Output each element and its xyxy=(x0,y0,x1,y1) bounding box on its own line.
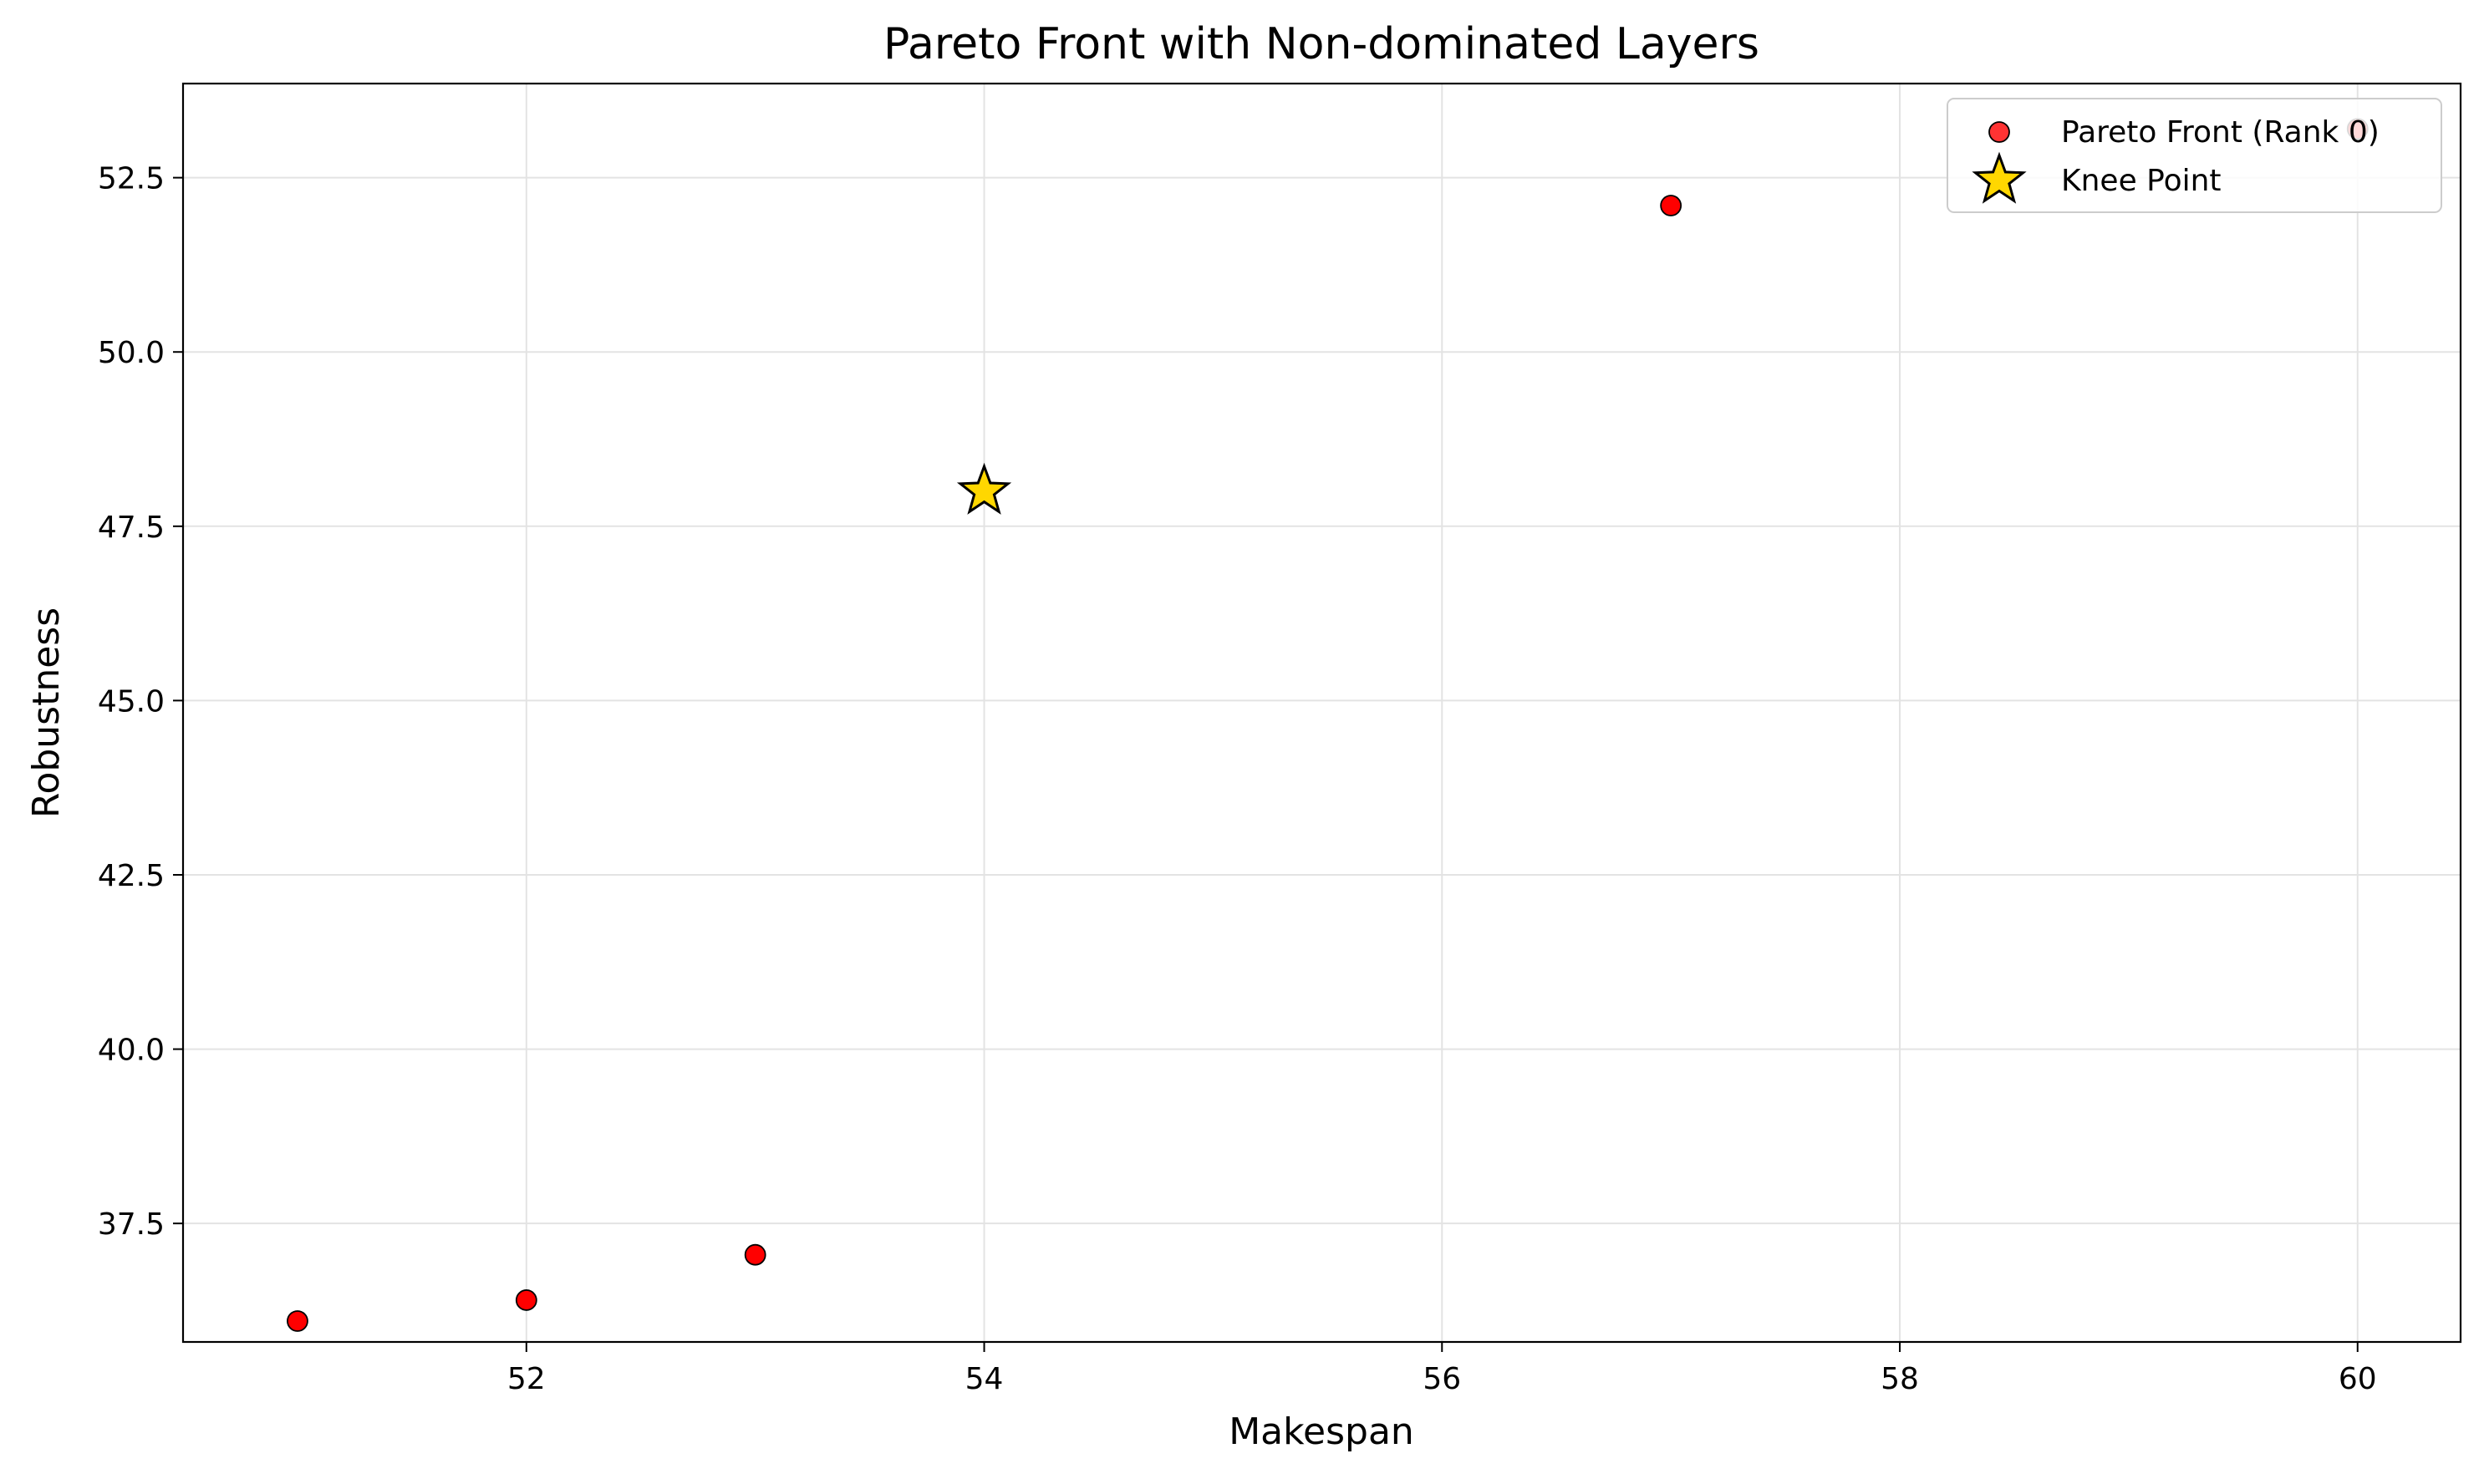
y-axis-label: Robustness xyxy=(25,607,68,818)
y-tick-label: 52.5 xyxy=(98,162,165,196)
legend-label-pareto: Pareto Front (Rank 0) xyxy=(2061,115,2380,150)
y-tick-label: 45.0 xyxy=(98,684,165,719)
legend-marker-pareto xyxy=(1988,121,2010,143)
y-tick-label: 50.0 xyxy=(98,336,165,370)
y-tick-label: 40.0 xyxy=(98,1034,165,1068)
x-tick-label: 58 xyxy=(1881,1362,1919,1396)
legend-marker-knee xyxy=(1972,151,2027,204)
x-tick-label: 56 xyxy=(1423,1362,1461,1396)
x-axis-label: Makespan xyxy=(1229,1410,1414,1453)
legend-items: Pareto Front (Rank 0) Knee Point xyxy=(1972,115,2380,204)
legend-label-knee: Knee Point xyxy=(2061,164,2222,198)
pareto-point xyxy=(287,1310,308,1332)
y-tick-label: 47.5 xyxy=(98,511,165,545)
y-tick-label: 37.5 xyxy=(98,1207,165,1242)
chart-title: Pareto Front with Non-dominated Layers xyxy=(883,19,1759,69)
x-tick-label: 60 xyxy=(2339,1362,2377,1396)
pareto-point xyxy=(1660,195,1682,216)
axis-ticks: 52 54 56 58 60 37.5 40.0 42.5 45.0 47.5 50.0 52.5 xyxy=(98,162,2377,1396)
x-tick-label: 54 xyxy=(965,1362,1004,1396)
data-points xyxy=(287,118,2369,1332)
legend: Pareto Front (Rank 0) Knee Point xyxy=(1947,98,2442,213)
plot-frame xyxy=(181,82,2462,1344)
grid-lines xyxy=(183,84,2461,1342)
x-tick-label: 52 xyxy=(507,1362,546,1396)
y-tick-label: 42.5 xyxy=(98,859,165,893)
pareto-point xyxy=(744,1243,766,1266)
legend-box xyxy=(1947,98,2442,213)
pareto-point xyxy=(515,1289,537,1311)
knee-point-star xyxy=(956,462,1012,515)
